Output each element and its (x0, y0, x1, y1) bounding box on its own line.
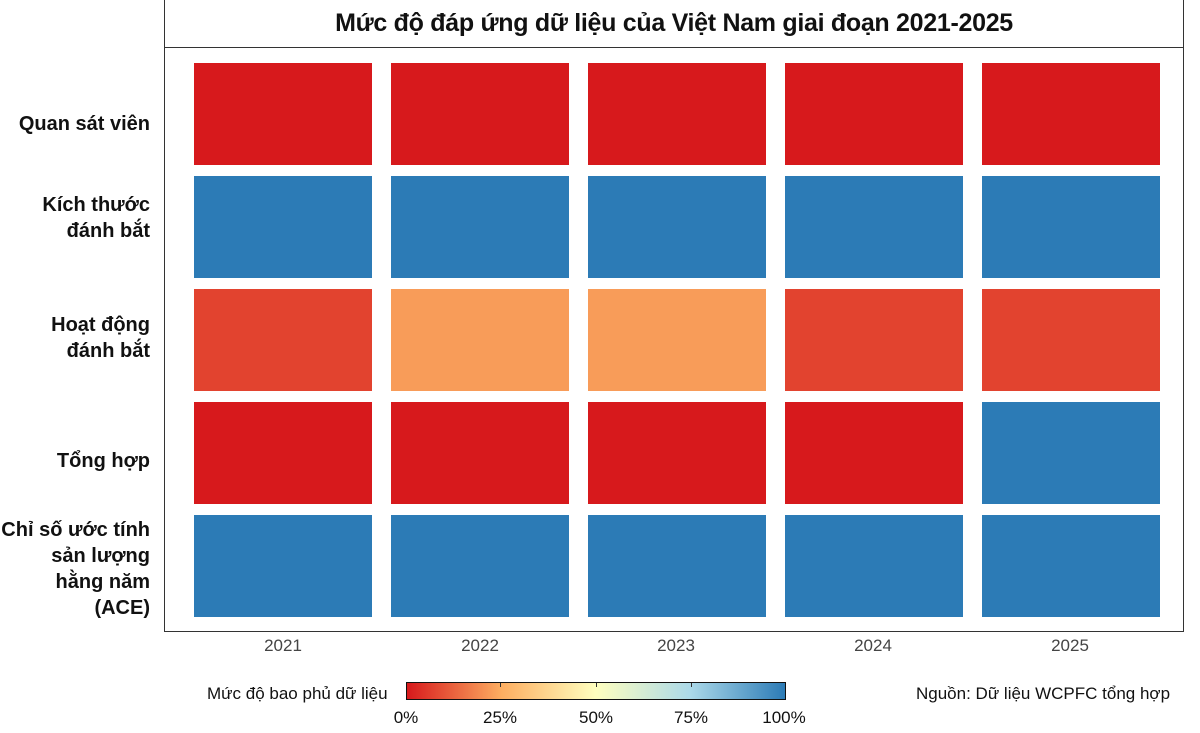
heat-cell-r0-c0 (194, 63, 372, 165)
colorbar-mark-50 (596, 683, 597, 687)
row-label-aggregate: Tổng hợp (56, 450, 150, 472)
heat-cell-r1-c2 (588, 176, 766, 278)
colorbar-title: Mức độ bao phủ dữ liệu (207, 684, 388, 703)
chart-title: Mức độ đáp ứng dữ liệu của Việt Nam giai… (335, 9, 1013, 37)
heat-cell-r1-c3 (785, 176, 963, 278)
heat-cell-r0-c2 (588, 63, 766, 165)
colorbar-tick-75: 75% (673, 708, 709, 727)
heat-cell-r0-c1 (391, 63, 569, 165)
heat-cell-r2-c3 (785, 289, 963, 391)
row-label-ace: Chỉ số ước tính sản lượng hằng năm (ACE) (1, 519, 150, 619)
row-label-catch-size: Kích thước đánh bắt (42, 194, 150, 242)
colorbar-mark-25 (500, 683, 501, 687)
heat-cell-r4-c0 (194, 515, 372, 617)
heat-cell-r4-c1 (391, 515, 569, 617)
colorbar-mark-75 (691, 683, 692, 687)
heat-cell-r2-c1 (391, 289, 569, 391)
row-label-observer: Quan sát viên (18, 113, 150, 135)
x-tick-2023: 2023 (657, 636, 695, 655)
colorbar-tick-0: 0% (393, 708, 419, 727)
colorbar-tick-100: 100% (762, 708, 806, 727)
row-label-fishing-activity: Hoạt động đánh bắt (51, 314, 150, 362)
heat-cell-r3-c4 (982, 402, 1160, 504)
heat-cell-r1-c0 (194, 176, 372, 278)
x-tick-2022: 2022 (461, 636, 499, 655)
source-note: Nguồn: Dữ liệu WCPFC tổng hợp (916, 684, 1171, 703)
x-tick-2025: 2025 (1051, 636, 1089, 655)
heat-cell-r4-c4 (982, 515, 1160, 617)
heat-cell-r3-c3 (785, 402, 963, 504)
heat-cell-r3-c2 (588, 402, 766, 504)
heat-cell-r2-c0 (194, 289, 372, 391)
x-tick-2021: 2021 (264, 636, 302, 655)
colorbar-tick-25: 25% (482, 708, 518, 727)
heat-cell-r2-c2 (588, 289, 766, 391)
colorbar-tick-50: 50% (578, 708, 614, 727)
heat-cell-r4-c2 (588, 515, 766, 617)
heat-cell-r1-c4 (982, 176, 1160, 278)
title-bar: Mức độ đáp ứng dữ liệu của Việt Nam giai… (164, 0, 1184, 48)
heat-cell-r0-c4 (982, 63, 1160, 165)
heat-cell-r0-c3 (785, 63, 963, 165)
heat-cell-r2-c4 (982, 289, 1160, 391)
heat-cell-r3-c0 (194, 402, 372, 504)
heat-cell-r1-c1 (391, 176, 569, 278)
heat-cell-r4-c3 (785, 515, 963, 617)
x-tick-2024: 2024 (854, 636, 892, 655)
heat-cell-r3-c1 (391, 402, 569, 504)
